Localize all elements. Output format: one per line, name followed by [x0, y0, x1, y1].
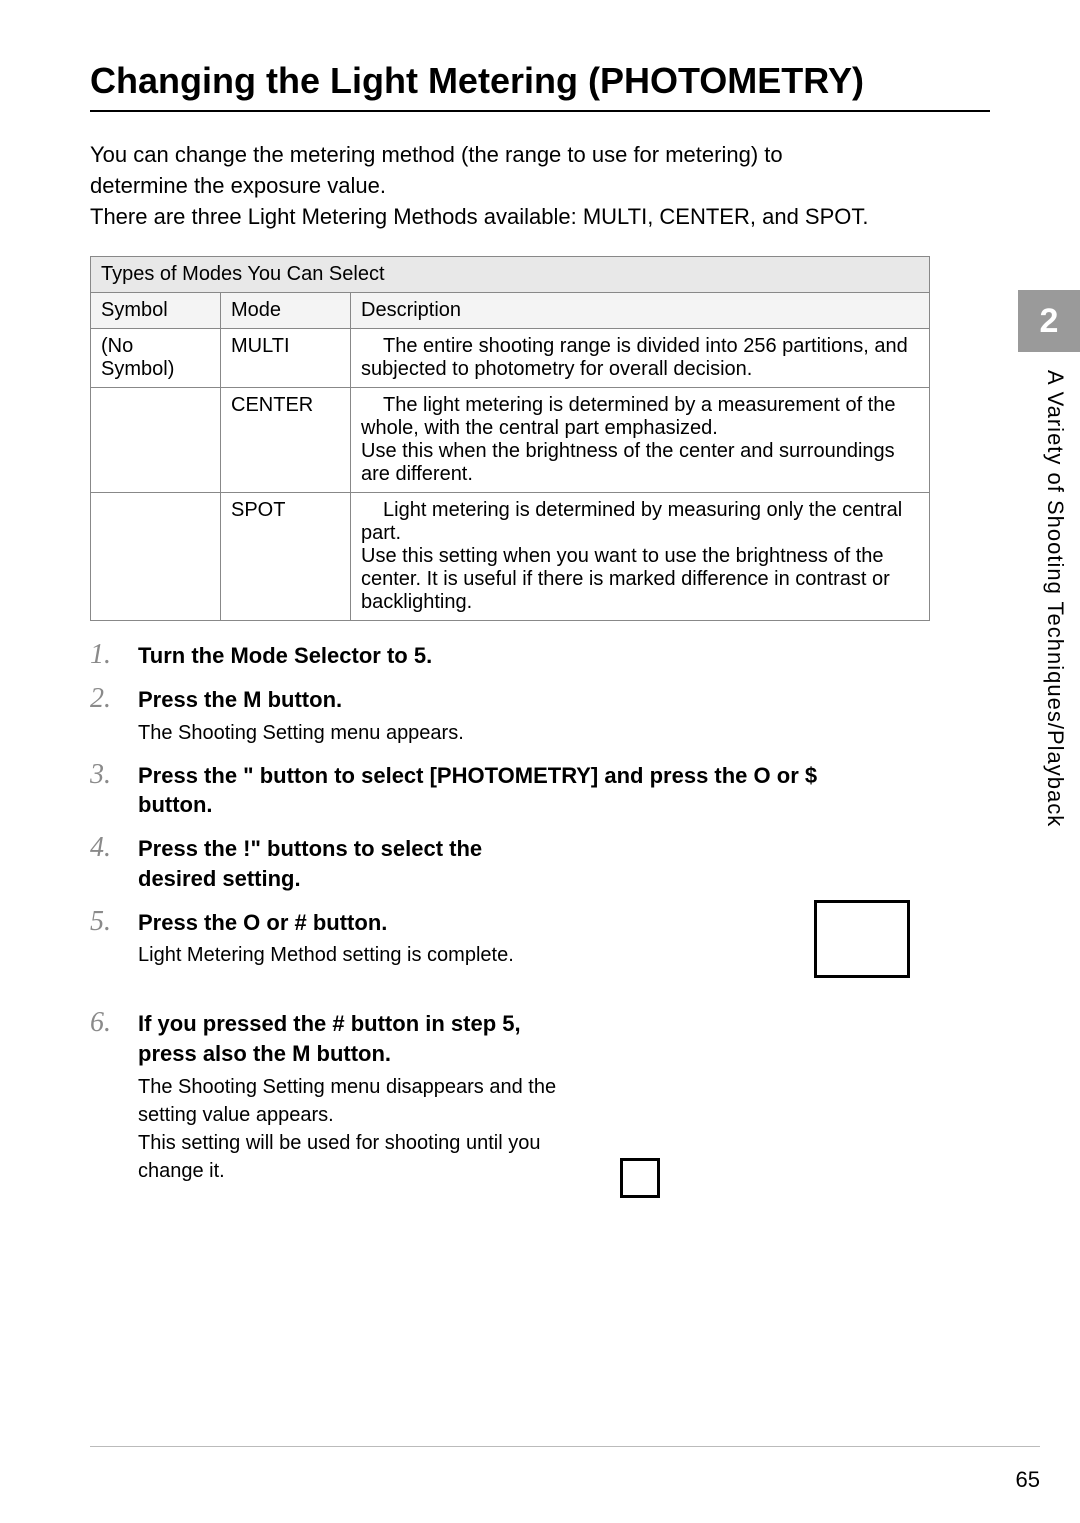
step-item: If you pressed the # button in step 5, p… [90, 1009, 560, 1184]
step-item: Turn the Mode Selector to 5. [90, 641, 850, 671]
table-caption: Types of Modes You Can Select [91, 257, 930, 293]
step-head: Press the M button. [138, 685, 850, 715]
step-body: The Shooting Setting menu disappears and… [138, 1073, 560, 1185]
cell-desc: The light metering is determined by a me… [351, 388, 930, 493]
step-item: Press the " button to select [PHOTOMETRY… [90, 761, 850, 820]
step-head: Press the !" buttons to select the desir… [138, 834, 560, 893]
step-body: The Shooting Setting menu appears. [138, 719, 850, 747]
side-chapter-label: A Variety of Shooting Techniques/Playbac… [1042, 370, 1068, 827]
intro-line-1: You can change the metering method (the … [90, 142, 783, 198]
step-head: Press the " button to select [PHOTOMETRY… [138, 761, 850, 820]
table-row: (No Symbol) MULTI The entire shooting ra… [91, 329, 930, 388]
step-head: Press the O or # button. [138, 908, 560, 938]
intro-line-2: There are three Light Metering Methods a… [90, 204, 869, 229]
table-header-symbol: Symbol [91, 293, 221, 329]
cell-symbol [91, 388, 221, 493]
intro-text: You can change the metering method (the … [90, 140, 870, 232]
cell-symbol [91, 493, 221, 621]
cell-desc: Light metering is determined by measurin… [351, 493, 930, 621]
cell-mode: CENTER [221, 388, 351, 493]
screenshot-placeholder [814, 900, 910, 978]
step-head: If you pressed the # button in step 5, p… [138, 1009, 560, 1068]
step-body: Light Metering Method setting is complet… [138, 941, 560, 969]
page-footer: 65 [90, 1446, 1040, 1493]
cell-mode: MULTI [221, 329, 351, 388]
modes-table: Types of Modes You Can Select Symbol Mod… [90, 256, 930, 621]
step-item: Press the M button. The Shooting Setting… [90, 685, 850, 747]
chapter-tab: 2 [1018, 290, 1080, 352]
table-header-mode: Mode [221, 293, 351, 329]
page-number: 65 [1016, 1467, 1040, 1492]
step-head: Turn the Mode Selector to 5. [138, 641, 850, 671]
cell-mode: SPOT [221, 493, 351, 621]
table-header-description: Description [351, 293, 930, 329]
step-item: Press the O or # button. Light Metering … [90, 908, 560, 970]
page-title: Changing the Light Metering (PHOTOMETRY) [90, 60, 990, 112]
cell-desc: The entire shooting range is divided int… [351, 329, 930, 388]
step-item: Press the !" buttons to select the desir… [90, 834, 560, 893]
cell-symbol: (No Symbol) [91, 329, 221, 388]
table-row: CENTER The light metering is determined … [91, 388, 930, 493]
table-row: SPOT Light metering is determined by mea… [91, 493, 930, 621]
screenshot-placeholder-small [620, 1158, 660, 1198]
